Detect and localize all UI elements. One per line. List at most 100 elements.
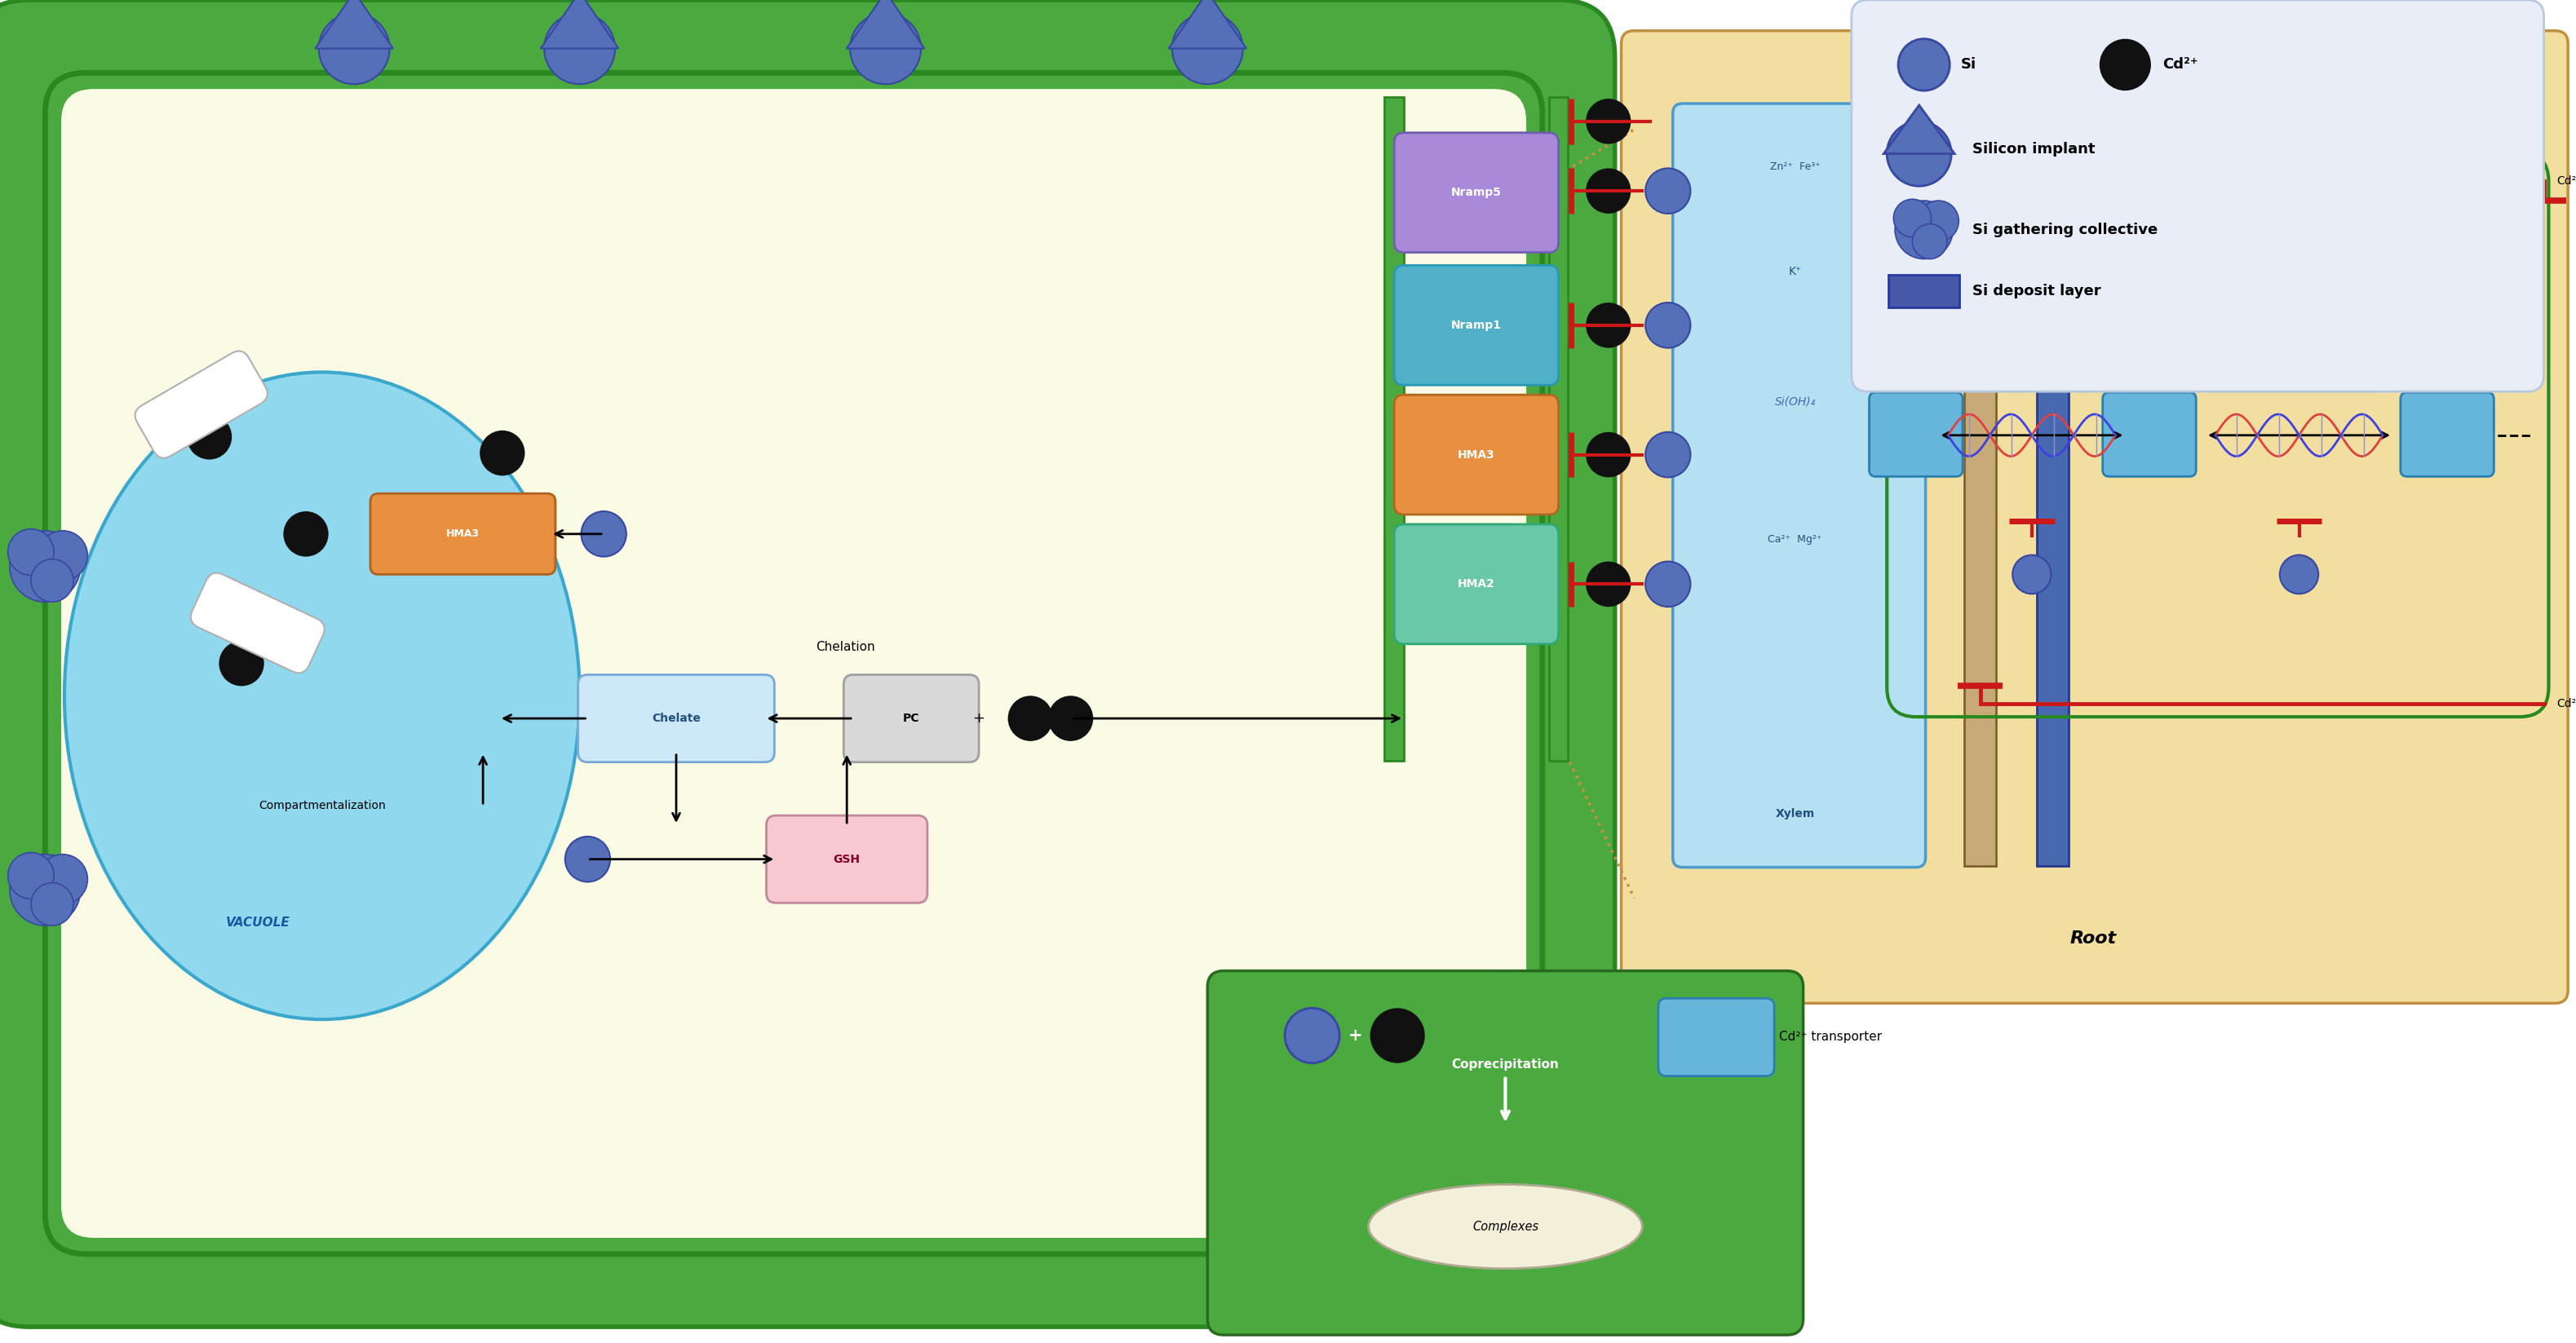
FancyBboxPatch shape xyxy=(1620,31,2568,1003)
Circle shape xyxy=(31,559,72,602)
Bar xyxy=(1386,97,1404,760)
Text: Coprecipitation: Coprecipitation xyxy=(1450,1058,1558,1070)
Text: Si: Si xyxy=(1960,58,1976,73)
Circle shape xyxy=(1646,561,1690,607)
FancyBboxPatch shape xyxy=(1852,0,2545,392)
Circle shape xyxy=(31,882,72,925)
Text: HMA2: HMA2 xyxy=(1458,579,1494,590)
Circle shape xyxy=(1911,224,1947,259)
Circle shape xyxy=(544,13,616,85)
FancyBboxPatch shape xyxy=(1394,133,1558,252)
Text: Ca²⁺  Mg²⁺: Ca²⁺ Mg²⁺ xyxy=(1767,535,1821,544)
Text: Xylem: Xylem xyxy=(1775,808,1816,819)
FancyBboxPatch shape xyxy=(371,493,556,575)
Text: K⁺: K⁺ xyxy=(1788,266,1801,278)
Text: Si gathering collective: Si gathering collective xyxy=(1973,223,2159,238)
Circle shape xyxy=(39,530,88,580)
Text: CB: CB xyxy=(1971,75,1989,86)
Circle shape xyxy=(479,430,526,475)
Circle shape xyxy=(188,414,232,459)
Bar xyxy=(2038,109,2069,866)
Text: +: + xyxy=(974,710,984,725)
Circle shape xyxy=(1587,98,1631,144)
Circle shape xyxy=(1919,200,1958,242)
Text: Silicon implant: Silicon implant xyxy=(1973,141,2094,156)
Circle shape xyxy=(1646,302,1690,348)
FancyBboxPatch shape xyxy=(1394,395,1558,514)
Ellipse shape xyxy=(1368,1185,1643,1269)
Text: Chelate: Chelate xyxy=(652,713,701,724)
Text: Zn²⁺  Fe³⁺: Zn²⁺ Fe³⁺ xyxy=(1770,161,1821,172)
Circle shape xyxy=(10,854,80,925)
Circle shape xyxy=(283,512,330,556)
FancyBboxPatch shape xyxy=(1394,524,1558,645)
Circle shape xyxy=(1886,121,1953,187)
FancyBboxPatch shape xyxy=(1394,266,1558,385)
FancyBboxPatch shape xyxy=(768,815,927,902)
Text: Cd²⁺: Cd²⁺ xyxy=(2161,58,2197,73)
Text: VACUOLE: VACUOLE xyxy=(227,916,289,928)
Text: GSH: GSH xyxy=(835,854,860,865)
Circle shape xyxy=(1285,1009,1340,1064)
Circle shape xyxy=(2280,555,2318,594)
Polygon shape xyxy=(314,0,394,48)
Circle shape xyxy=(1646,168,1690,214)
Text: Root: Root xyxy=(2069,931,2117,947)
Circle shape xyxy=(10,530,80,602)
Circle shape xyxy=(1899,39,1950,90)
FancyBboxPatch shape xyxy=(134,351,268,458)
FancyBboxPatch shape xyxy=(2102,392,2195,477)
Bar xyxy=(1548,97,1569,760)
Circle shape xyxy=(1646,432,1690,477)
Circle shape xyxy=(1893,199,1932,238)
Circle shape xyxy=(1007,696,1054,741)
Circle shape xyxy=(2012,555,2050,594)
FancyBboxPatch shape xyxy=(62,89,1528,1238)
Circle shape xyxy=(8,853,54,898)
Polygon shape xyxy=(1170,0,1247,48)
Circle shape xyxy=(1896,200,1953,259)
FancyBboxPatch shape xyxy=(577,674,775,761)
Circle shape xyxy=(39,854,88,904)
Circle shape xyxy=(1587,168,1631,214)
Circle shape xyxy=(564,837,611,882)
Circle shape xyxy=(1172,13,1242,85)
FancyBboxPatch shape xyxy=(2401,392,2494,477)
Polygon shape xyxy=(848,0,925,48)
Text: HMA3: HMA3 xyxy=(1458,449,1494,461)
Circle shape xyxy=(8,529,54,575)
Circle shape xyxy=(1587,432,1631,477)
Circle shape xyxy=(1048,696,1092,741)
Circle shape xyxy=(2099,39,2151,90)
Circle shape xyxy=(319,13,389,85)
Circle shape xyxy=(582,512,626,556)
Text: Chelation: Chelation xyxy=(817,641,876,653)
Circle shape xyxy=(219,641,263,686)
Text: Si deposit layer: Si deposit layer xyxy=(1973,283,2102,298)
Circle shape xyxy=(1587,302,1631,348)
Polygon shape xyxy=(541,0,618,48)
FancyBboxPatch shape xyxy=(0,0,1615,1327)
Circle shape xyxy=(850,13,922,85)
Text: HMA3: HMA3 xyxy=(446,529,479,540)
FancyBboxPatch shape xyxy=(191,573,325,673)
Text: Nramp1: Nramp1 xyxy=(1450,320,1502,330)
FancyBboxPatch shape xyxy=(1870,392,1963,477)
Text: Complexes: Complexes xyxy=(1473,1221,1538,1233)
Circle shape xyxy=(1370,1009,1425,1064)
Bar xyxy=(1965,109,1996,866)
Text: +: + xyxy=(1347,1027,1363,1044)
FancyBboxPatch shape xyxy=(1659,998,1775,1076)
Text: Cd²⁺: Cd²⁺ xyxy=(2555,698,2576,709)
Text: Compartmentalization: Compartmentalization xyxy=(258,800,386,811)
Circle shape xyxy=(1587,561,1631,607)
FancyBboxPatch shape xyxy=(845,674,979,761)
Text: Nramp5: Nramp5 xyxy=(1450,187,1502,199)
FancyBboxPatch shape xyxy=(1208,971,1803,1335)
Bar xyxy=(1888,275,1960,308)
FancyBboxPatch shape xyxy=(1672,103,1927,868)
Text: SiO₂: SiO₂ xyxy=(2040,75,2066,86)
Polygon shape xyxy=(1883,105,1955,153)
Text: Cd²⁺ transporter: Cd²⁺ transporter xyxy=(1780,1031,1883,1044)
Text: PC: PC xyxy=(904,713,920,724)
